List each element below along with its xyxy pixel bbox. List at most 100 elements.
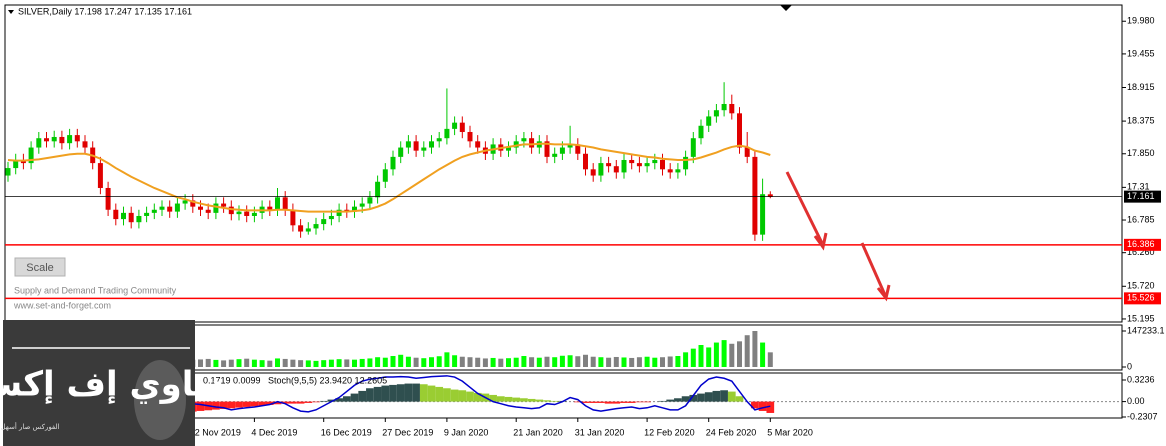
volume-bar bbox=[475, 357, 481, 367]
volume-bar bbox=[321, 360, 327, 367]
x-tick-label: 22 Nov 2019 bbox=[190, 427, 241, 437]
volume-bar bbox=[251, 359, 257, 367]
volume-bar bbox=[660, 357, 665, 367]
candle-body bbox=[521, 138, 527, 142]
x-tick-label: 16 Dec 2019 bbox=[321, 427, 372, 437]
macd-bar bbox=[327, 399, 336, 402]
macd-bar bbox=[473, 392, 482, 402]
scale-button[interactable] bbox=[14, 257, 66, 277]
macd-bar bbox=[319, 400, 328, 402]
macd-bar bbox=[620, 401, 628, 403]
macd-bar bbox=[735, 396, 744, 402]
volume-bar bbox=[583, 354, 588, 367]
volume-bar bbox=[228, 359, 234, 367]
volume-bar bbox=[552, 357, 558, 367]
volume-bar bbox=[498, 358, 504, 367]
y-tick-label: 15.195 bbox=[1127, 313, 1155, 323]
y-tick-label: 147233.1 bbox=[1127, 325, 1165, 335]
macd-bar bbox=[312, 401, 320, 403]
candle-body bbox=[752, 156, 758, 235]
price-label: 17.161 bbox=[1127, 191, 1155, 201]
volume-bar bbox=[213, 359, 219, 367]
candle-body bbox=[767, 194, 773, 197]
macd-bar bbox=[358, 390, 367, 402]
macd-readout: -0.1719 0.0099 bbox=[200, 375, 261, 385]
volume-bar bbox=[598, 357, 604, 367]
y-tick-label: 18.375 bbox=[1127, 115, 1155, 125]
candle-body bbox=[690, 138, 696, 157]
candle-body bbox=[190, 200, 196, 207]
candle-body bbox=[744, 147, 750, 157]
macd-bar bbox=[704, 392, 713, 402]
candle-body bbox=[36, 138, 42, 148]
arrow bbox=[860, 242, 887, 296]
volume-bar bbox=[567, 355, 573, 367]
y-tick-label: 15.720 bbox=[1127, 281, 1155, 291]
candle-body bbox=[97, 163, 103, 188]
y-tick-label: 0 bbox=[1127, 361, 1132, 371]
volume-bar bbox=[760, 342, 766, 367]
candle-body bbox=[136, 215, 142, 223]
volume-bar bbox=[452, 355, 458, 367]
volume-bar bbox=[352, 359, 357, 367]
candle-body bbox=[321, 219, 327, 225]
macd-bar bbox=[712, 390, 721, 402]
volume-bar bbox=[644, 356, 650, 367]
candle-body bbox=[760, 194, 766, 235]
macd-bar bbox=[381, 385, 390, 402]
candle-body bbox=[67, 135, 73, 144]
macd-bar bbox=[489, 394, 497, 402]
candle-body bbox=[529, 138, 535, 148]
candle-body bbox=[244, 211, 250, 216]
volume-bar bbox=[467, 357, 473, 367]
candle-body bbox=[567, 144, 573, 148]
macd-bar bbox=[720, 390, 728, 402]
macd-bar bbox=[450, 389, 459, 402]
candle-body bbox=[590, 169, 596, 176]
macd-bar bbox=[751, 401, 759, 409]
candle-body bbox=[660, 159, 665, 170]
candle-body bbox=[559, 147, 565, 154]
candle-body bbox=[267, 206, 273, 210]
candle-body bbox=[667, 169, 673, 173]
macd-bar bbox=[212, 401, 220, 410]
candle-body bbox=[182, 200, 188, 204]
logo-coins bbox=[134, 360, 186, 440]
macd-bar bbox=[258, 401, 266, 406]
macd-bar bbox=[265, 401, 274, 405]
candle-body bbox=[213, 203, 219, 213]
candle-body bbox=[713, 110, 719, 117]
macd-bar bbox=[496, 396, 505, 402]
volume-bar bbox=[613, 356, 619, 367]
candle-body bbox=[698, 125, 704, 139]
volume-bar bbox=[298, 360, 304, 367]
scale-button-label[interactable]: Scale bbox=[26, 262, 54, 274]
y-tick-label: 0.00 bbox=[1127, 396, 1145, 406]
macd-bar bbox=[727, 391, 736, 402]
level-label: 16.386 bbox=[1127, 239, 1155, 249]
candle-body bbox=[159, 206, 165, 210]
volume-bar bbox=[275, 358, 280, 367]
candle-body bbox=[506, 147, 511, 151]
candle-body bbox=[305, 228, 311, 232]
candle-body bbox=[121, 212, 126, 220]
macd-bar bbox=[273, 401, 282, 405]
y-tick-label: 18.915 bbox=[1127, 82, 1155, 92]
macd-bar bbox=[466, 391, 474, 402]
volume-bar bbox=[506, 358, 511, 367]
volume-bar bbox=[482, 358, 488, 367]
macd-bar bbox=[396, 384, 405, 402]
candle-body bbox=[398, 147, 404, 157]
candle-body bbox=[228, 206, 234, 215]
candle-body bbox=[275, 197, 280, 210]
menu-triangle[interactable] bbox=[8, 10, 14, 14]
candle-body bbox=[313, 224, 319, 229]
candle-body bbox=[606, 163, 612, 167]
macd-bar bbox=[766, 401, 775, 413]
chart-header: SILVER,Daily 17.198 17.247 17.135 17.161 bbox=[18, 6, 192, 16]
volume-bar bbox=[713, 342, 719, 367]
volume-bar bbox=[359, 358, 365, 367]
macd-bar bbox=[504, 396, 513, 402]
candle-body bbox=[282, 197, 288, 210]
